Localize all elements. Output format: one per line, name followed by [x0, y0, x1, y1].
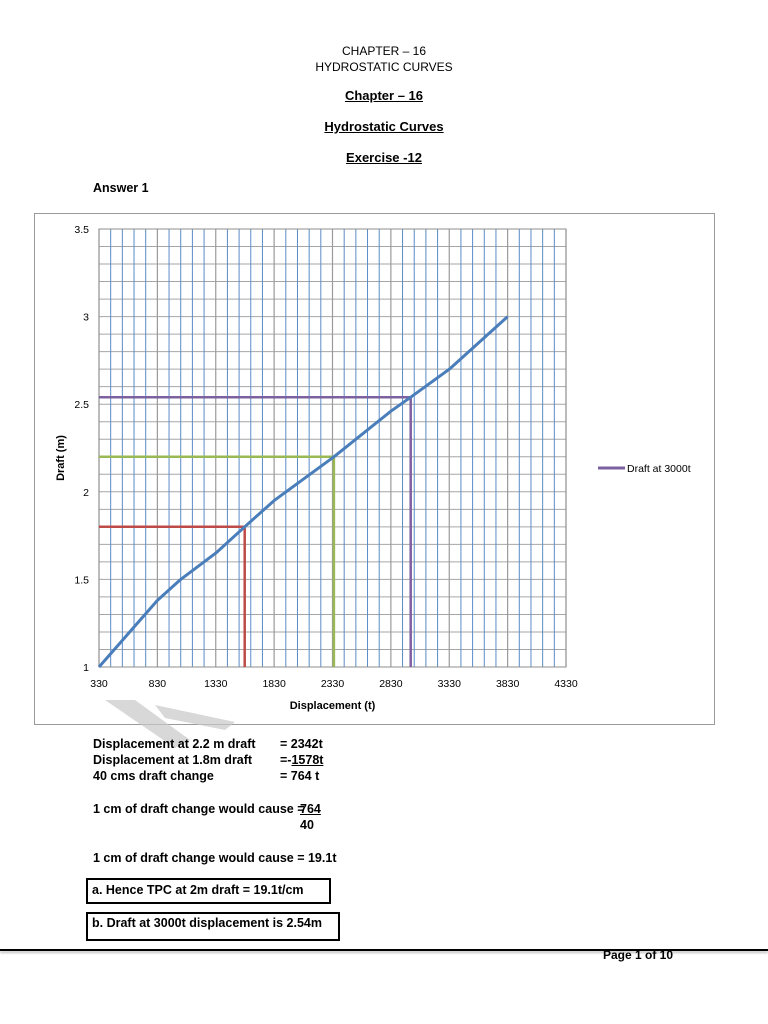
hydrostatic-curve-line — [97, 315, 509, 668]
per-cm-result: 1 cm of draft change would cause = 19.1t — [93, 851, 337, 865]
x-tick-label: 4330 — [554, 678, 578, 690]
chart-plot: 1 1.5 2 2.5 3 3.5 330 830 1330 1830 2330 2830 3330 38… — [55, 224, 691, 712]
y-tick-label: 2 — [83, 487, 89, 499]
y-tick-label: 3 — [83, 312, 89, 324]
chapter-heading: Chapter – 16 — [344, 88, 424, 103]
x-tick-label: 2330 — [321, 678, 345, 690]
header-line-1: CHAPTER – 16 — [341, 44, 427, 58]
x-tick-label: 1330 — [204, 678, 228, 690]
per-cm-fraction: 1 cm of draft change would cause = 764 4… — [93, 802, 321, 832]
x-tick-label: 1830 — [262, 678, 286, 690]
x-tick-label: 2830 — [379, 678, 403, 690]
x-tick-label: 3830 — [496, 678, 520, 690]
x-tick-label: 330 — [90, 678, 108, 690]
header-line-2: HYDROSTATIC CURVES — [315, 60, 453, 74]
hydrostatic-chart: 1 1.5 2 2.5 3 3.5 330 830 1330 1830 2330 2830 3330 38… — [34, 213, 715, 725]
calc-row-2.2m: Displacement at 2.2 m draft = 2342t — [93, 737, 323, 751]
y-axis-label: Draft (m) — [55, 435, 67, 481]
x-axis-label: Displacement (t) — [290, 700, 376, 712]
calc-row-40cm: 40 cms draft change = 764 t — [93, 769, 320, 783]
y-tick-label: 1.5 — [74, 574, 89, 586]
y-tick-label: 3.5 — [74, 224, 89, 236]
exercise-title: Exercise -12 — [346, 150, 422, 165]
legend-label: Draft at 3000t — [627, 463, 691, 475]
y-tick-label: 1 — [83, 662, 89, 674]
footer-divider — [0, 949, 768, 951]
page-number: Page 1 of 10 — [603, 948, 674, 962]
x-tick-label: 830 — [149, 678, 167, 690]
answer-b-box: b. Draft at 3000t displacement is 2.54m — [86, 912, 340, 941]
x-tick-label: 3330 — [438, 678, 462, 690]
y-tick-label: 2.5 — [74, 399, 89, 411]
legend: Draft at 3000t — [598, 463, 691, 475]
calc-row-1.8m: Displacement at 1.8m draft =-1578t — [93, 753, 324, 767]
answer-a-box: a. Hence TPC at 2m draft = 19.1t/cm — [86, 878, 331, 904]
answer-label: Answer 1 — [93, 181, 149, 195]
section-title: Hydrostatic Curves — [324, 119, 444, 134]
grid — [98, 228, 567, 668]
